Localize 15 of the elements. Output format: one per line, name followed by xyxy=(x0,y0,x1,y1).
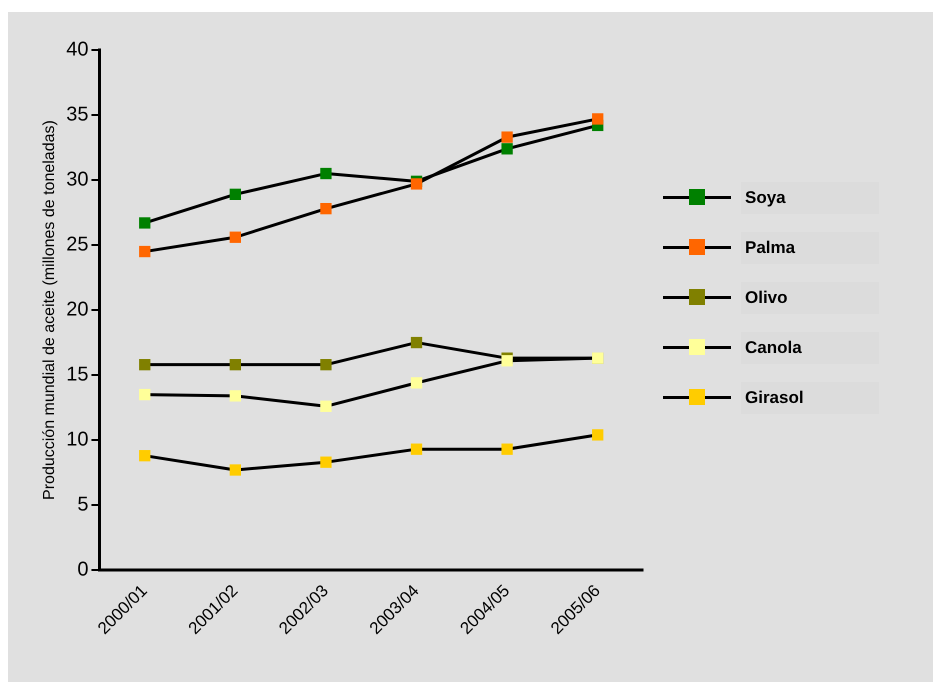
y-tick-label: 40 xyxy=(66,38,88,61)
legend-label: Palma xyxy=(741,232,879,264)
y-tick-label: 5 xyxy=(77,494,88,516)
legend-label: Soya xyxy=(741,182,879,214)
y-tick-label: 20 xyxy=(66,298,88,321)
y-tick-label: 25 xyxy=(66,234,88,256)
legend-label: Canola xyxy=(741,332,879,364)
y-axis-title: Producción mundial de aceite (millones de toneladas) xyxy=(41,120,58,500)
y-tick-label: 15 xyxy=(66,364,88,386)
y-tick-label: 35 xyxy=(66,104,88,126)
y-tick-label: 30 xyxy=(66,168,88,191)
y-tick-label: 10 xyxy=(66,428,88,451)
legend-label: Girasol xyxy=(741,382,879,414)
y-tick-label: 0 xyxy=(77,558,88,581)
legend-label: Olivo xyxy=(741,282,879,314)
